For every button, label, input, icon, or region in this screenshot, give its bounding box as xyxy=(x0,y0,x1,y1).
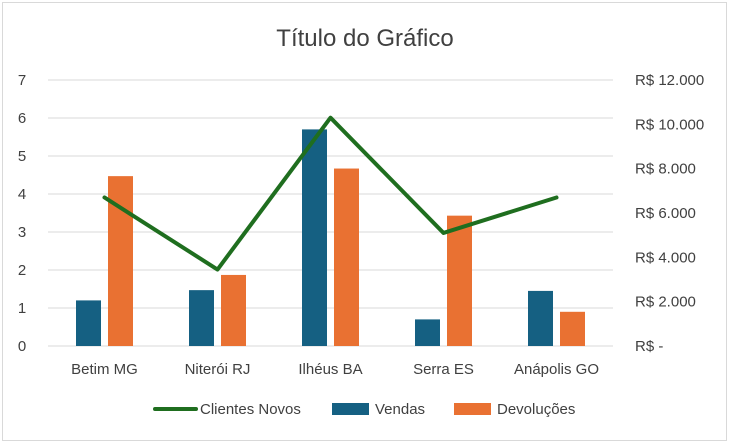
legend-bar-marker xyxy=(332,403,369,415)
left-axis-ticks: 0 1 2 3 4 5 6 7 xyxy=(18,72,26,355)
line-series xyxy=(102,115,559,272)
left-tick-label: 7 xyxy=(18,72,26,89)
bar-vendas xyxy=(415,319,440,346)
left-tick-label: 4 xyxy=(18,186,26,203)
legend-label: Vendas xyxy=(375,401,425,418)
category-label: Ilhéus BA xyxy=(298,361,362,378)
left-tick-label: 2 xyxy=(18,262,26,279)
bar-vendas xyxy=(302,129,327,346)
bar-devolu-es xyxy=(334,168,359,346)
legend: Clientes Novos Vendas Devoluções xyxy=(153,401,575,418)
right-tick-label: R$ - xyxy=(635,338,663,355)
bar-devolu-es xyxy=(447,215,472,346)
legend-label: Clientes Novos xyxy=(200,401,301,418)
bars xyxy=(76,129,585,346)
category-label: Niterói RJ xyxy=(185,361,251,378)
chart-title: Título do Gráfico xyxy=(276,25,453,52)
left-tick-label: 5 xyxy=(18,148,26,165)
bar-vendas xyxy=(189,290,214,346)
legend-label: Devoluções xyxy=(497,401,575,418)
bar-devolu-es xyxy=(221,274,246,346)
bar-vendas xyxy=(76,300,101,346)
left-tick-label: 3 xyxy=(18,224,26,241)
bar-devolu-es xyxy=(560,311,585,346)
left-tick-label: 1 xyxy=(18,300,26,317)
legend-bar-marker xyxy=(454,403,491,415)
right-tick-label: R$ 12.000 xyxy=(635,72,704,89)
category-label: Anápolis GO xyxy=(514,361,599,378)
right-tick-label: R$ 2.000 xyxy=(635,294,696,311)
left-tick-label: 0 xyxy=(18,338,26,355)
category-labels: Betim MG Niterói RJ Ilhéus BA Serra ES Anápo… xyxy=(71,361,599,378)
right-tick-label: R$ 6.000 xyxy=(635,205,696,222)
right-tick-label: R$ 8.000 xyxy=(635,161,696,178)
bar-vendas xyxy=(528,290,553,346)
category-label: Serra ES xyxy=(413,361,474,378)
category-label: Betim MG xyxy=(71,361,138,378)
right-tick-label: R$ 4.000 xyxy=(635,249,696,266)
left-tick-label: 6 xyxy=(18,110,26,127)
line-clientes-novos xyxy=(102,115,559,272)
right-tick-label: R$ 10.000 xyxy=(635,116,704,133)
right-axis-ticks: R$ - R$ 2.000 R$ 4.000 R$ 6.000 R$ 8.000 R$ 1… xyxy=(635,72,704,355)
gridlines xyxy=(48,79,613,347)
